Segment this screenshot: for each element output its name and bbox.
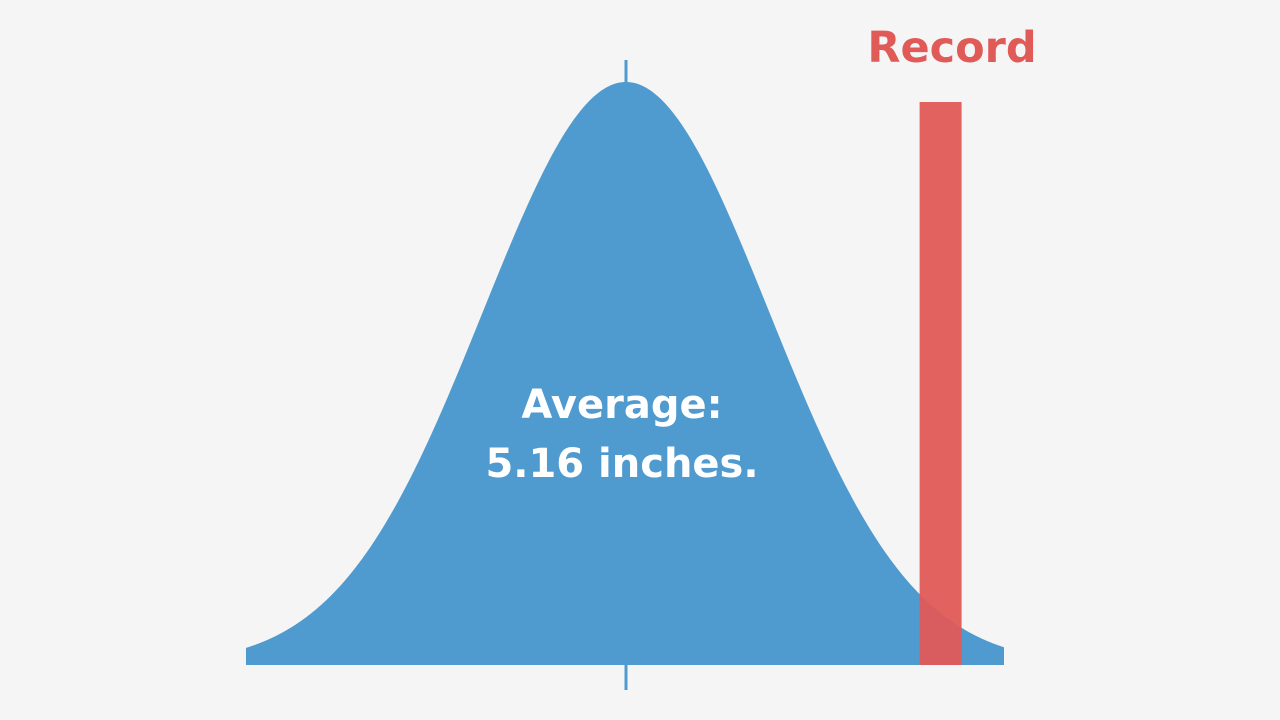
record-bar [919, 102, 962, 665]
bell-curve-area [246, 82, 1004, 665]
record-label: Record [867, 23, 1036, 73]
average-label-line1: Average: [521, 382, 722, 428]
average-label-line2: 5.16 inches. [485, 441, 758, 487]
